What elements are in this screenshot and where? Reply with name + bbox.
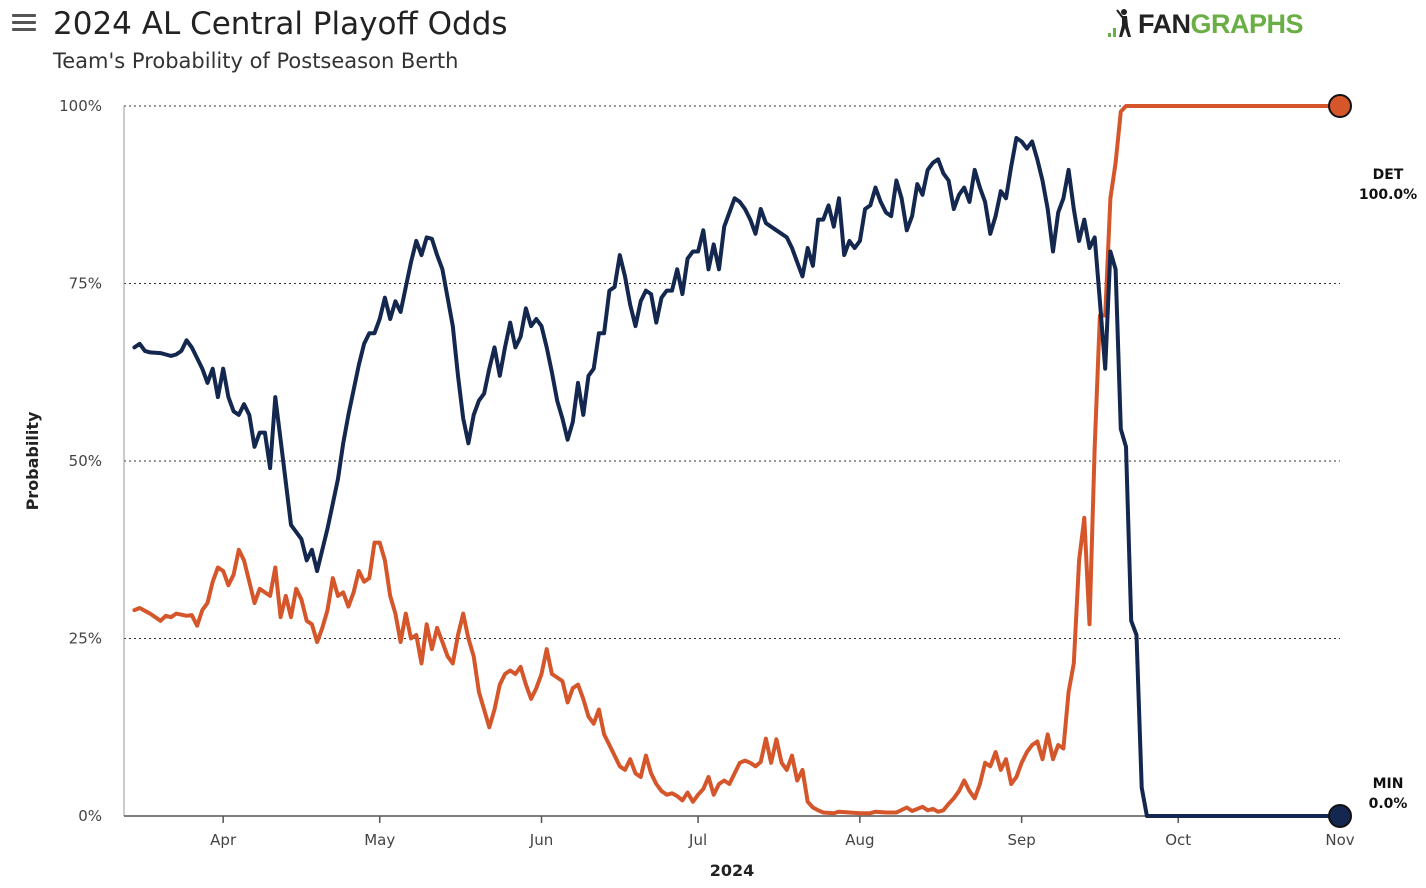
series-line-det — [132, 104, 1342, 816]
x-tick-label: Apr — [210, 831, 237, 849]
y-tick-label: 75% — [69, 275, 102, 293]
series-line-min — [132, 136, 1342, 818]
x-tick-label: Aug — [845, 831, 874, 849]
chart-subtitle: Team's Probability of Postseason Berth — [53, 49, 459, 73]
x-tick-label: May — [364, 831, 395, 849]
end-marker-min — [1328, 804, 1352, 828]
y-tick-label: 100% — [59, 97, 102, 115]
y-axis-title: Probability — [23, 411, 42, 510]
label-layer: DET 100.0% MIN 0.0% — [1359, 167, 1417, 812]
fangraphs-logo[interactable]: FANGRAPHS — [1108, 6, 1304, 42]
end-value-label-min: 0.0% — [1369, 796, 1408, 812]
x-tick-label: Sep — [1008, 831, 1036, 849]
y-tick-label: 50% — [69, 452, 102, 470]
y-tick-label: 0% — [78, 807, 102, 825]
x-tick-label: Jul — [688, 831, 707, 849]
x-tick-label: Oct — [1165, 831, 1191, 849]
hamburger-menu-icon[interactable] — [12, 14, 36, 32]
logo-wordmark: FANGRAPHS — [1138, 7, 1304, 41]
series-layer — [132, 94, 1352, 828]
y-tick-label: 25% — [69, 630, 102, 648]
end-value-label-det: 100.0% — [1359, 187, 1417, 203]
end-label-min: MIN — [1373, 776, 1404, 792]
x-tick-label: Jun — [529, 831, 553, 849]
batter-silhouette-icon — [1108, 9, 1131, 37]
axis-layer: 0% 25% 50% 75% 100% Apr May Jun Jul Aug Sep Oct Nov — [59, 97, 1355, 849]
end-marker-det — [1328, 94, 1352, 118]
end-label-det: DET — [1373, 167, 1404, 183]
logo-wordmark-graphs: GRAPHS — [1190, 9, 1304, 39]
logo-wordmark-fan: FAN — [1138, 9, 1191, 39]
chart-title: 2024 AL Central Playoff Odds — [53, 6, 508, 42]
x-tick-label: Nov — [1325, 831, 1354, 849]
x-axis-title: 2024 — [710, 861, 755, 880]
